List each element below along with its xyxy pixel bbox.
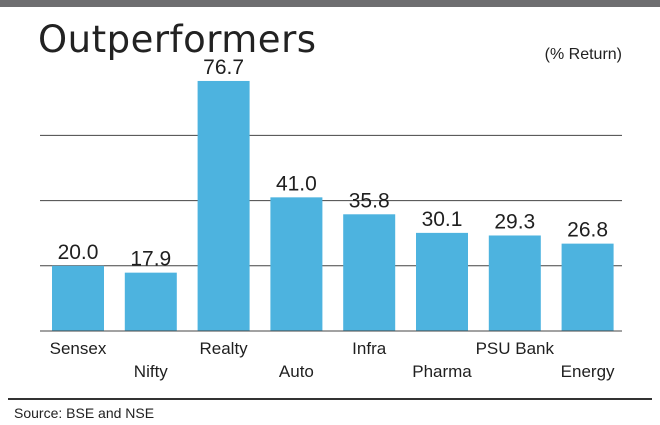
bar-sensex <box>52 265 104 331</box>
category-label: Pharma <box>412 362 472 381</box>
category-label: PSU Bank <box>476 339 555 358</box>
bar-value-label: 41.0 <box>276 172 317 195</box>
category-label: Auto <box>279 362 314 381</box>
bar-pharma <box>416 232 468 331</box>
category-label: Sensex <box>50 339 107 358</box>
bar-value-label: 76.7 <box>203 56 244 79</box>
bar-energy <box>561 243 614 331</box>
category-label: Realty <box>200 339 249 358</box>
bar-value-label: 17.9 <box>130 248 171 271</box>
bar-value-label: 30.1 <box>422 208 463 231</box>
chart-title: Outperformers <box>38 18 317 61</box>
top-bar <box>0 0 660 7</box>
unit-label: (% Return) <box>544 46 622 63</box>
category-label: Nifty <box>134 362 169 381</box>
bar-value-label: 26.8 <box>567 219 608 242</box>
bar-realty <box>197 80 250 331</box>
bar-infra <box>343 214 396 331</box>
bar-nifty <box>124 272 177 331</box>
source-note: Source: BSE and NSE <box>14 405 155 421</box>
bar-psu-bank <box>488 235 541 331</box>
category-label: Infra <box>352 339 387 358</box>
bar-value-label: 20.0 <box>58 241 99 264</box>
bar-auto <box>270 197 323 331</box>
category-label: Energy <box>561 362 615 381</box>
bar-value-label: 35.8 <box>349 189 390 212</box>
bar-value-label: 29.3 <box>494 210 535 233</box>
